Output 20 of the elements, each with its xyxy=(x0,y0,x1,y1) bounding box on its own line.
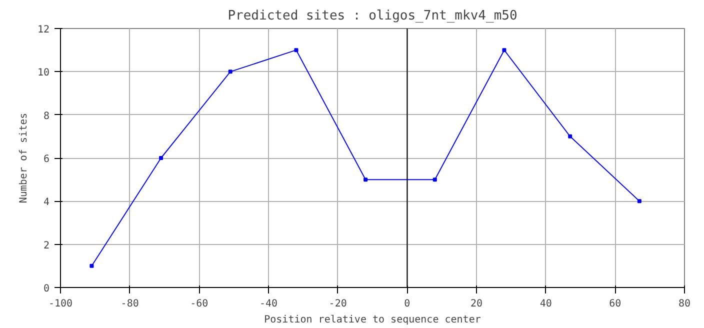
y-tick-label: 8 xyxy=(43,110,50,122)
y-tick-label: 6 xyxy=(43,154,50,165)
x-tick-label: 0 xyxy=(404,298,410,310)
x-tick-label: 80 xyxy=(678,298,691,310)
y-tick-label: 0 xyxy=(43,284,50,294)
x-tick-label: -40 xyxy=(259,298,278,310)
y-tick-label: 12 xyxy=(37,24,50,36)
x-tick-label: -100 xyxy=(48,298,73,310)
y-tick-label: 10 xyxy=(37,68,50,79)
x-tick-label: 20 xyxy=(470,298,483,310)
x-tick-label: -20 xyxy=(328,298,347,310)
y-tick-label: 4 xyxy=(43,197,50,208)
x-axis-title: Position relative to sequence center xyxy=(264,314,481,326)
y-tick-label: 2 xyxy=(43,240,50,252)
x-tick-label: -60 xyxy=(190,298,208,310)
chart-title: Predicted sites : oligos_7nt_mkv4_m50 xyxy=(228,8,518,24)
x-tick-label: 40 xyxy=(540,298,552,310)
x-tick-label: -80 xyxy=(120,298,139,310)
x-tick-label: 60 xyxy=(609,298,622,310)
y-axis-title: Number of sites xyxy=(18,112,30,204)
